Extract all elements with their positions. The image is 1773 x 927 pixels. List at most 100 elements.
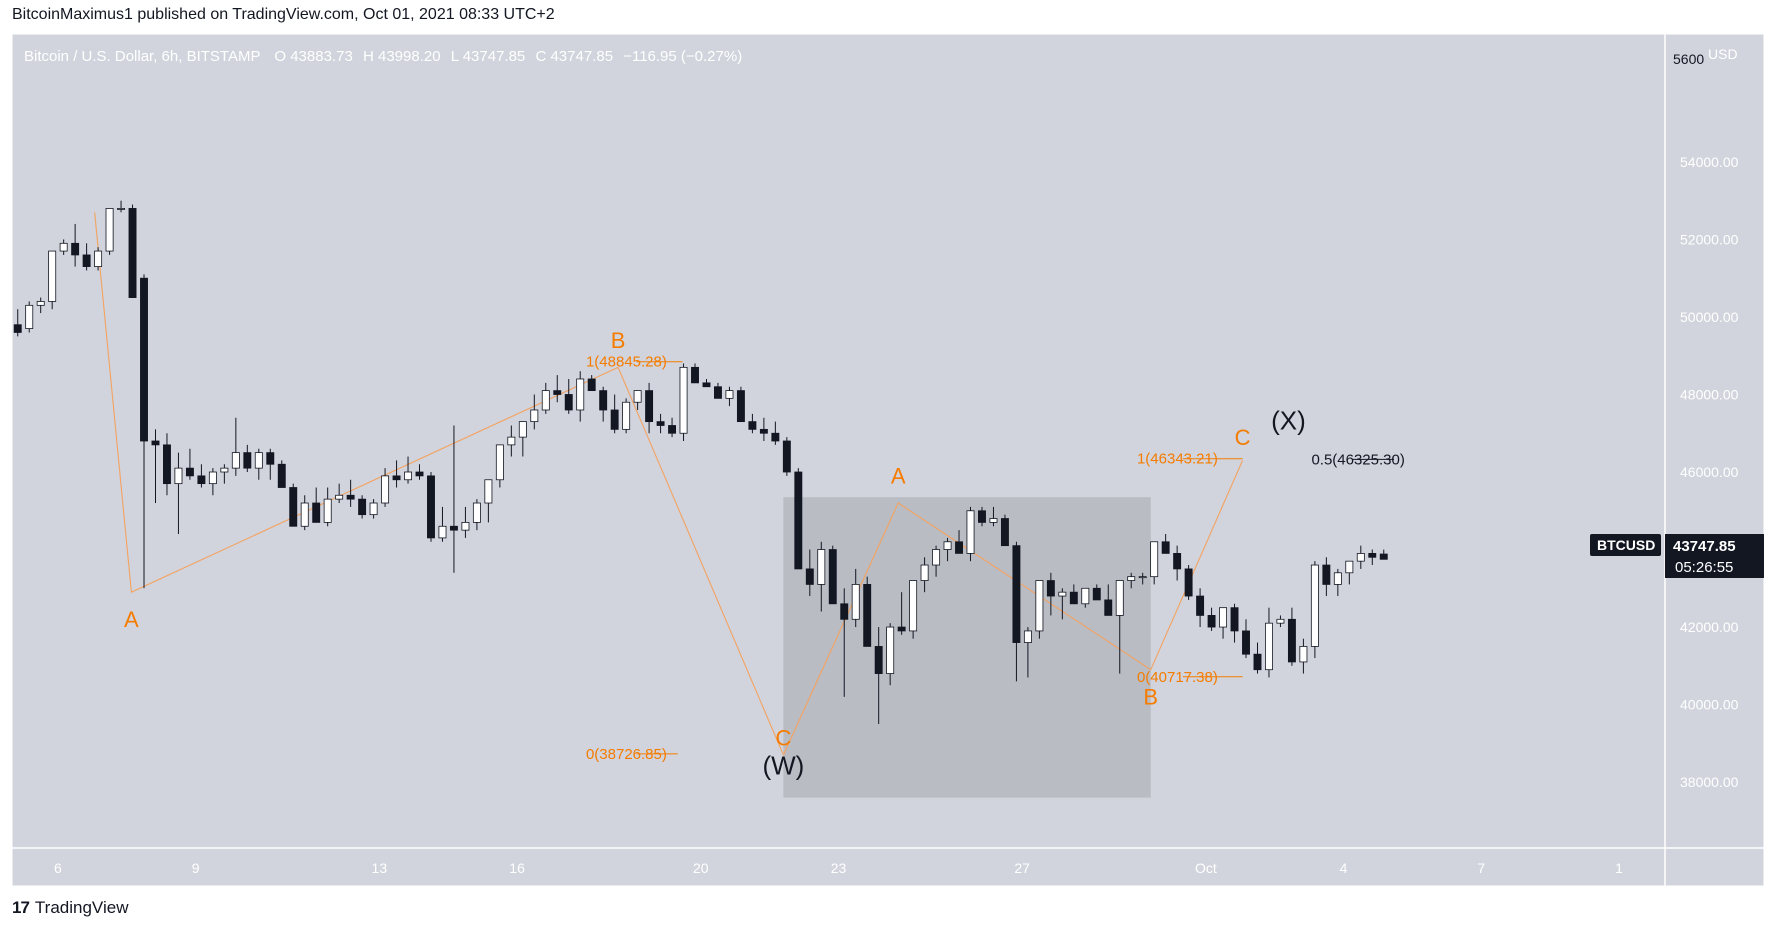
candle-body[interactable] (1035, 580, 1044, 632)
candle-body[interactable] (1115, 580, 1124, 616)
candle-body[interactable] (863, 584, 872, 647)
candle-body[interactable] (13, 324, 22, 333)
candle-body[interactable] (840, 603, 849, 620)
candle-body[interactable] (346, 494, 355, 500)
candle-body[interactable] (1276, 618, 1285, 624)
candle-body[interactable] (82, 254, 91, 267)
candle-body[interactable] (94, 250, 103, 267)
candle-body[interactable] (415, 471, 424, 477)
candle-body[interactable] (48, 250, 57, 302)
candle-body[interactable] (185, 467, 194, 477)
candle-body[interactable] (553, 390, 562, 395)
candle-body[interactable] (404, 471, 412, 481)
candle-body[interactable] (1299, 646, 1308, 663)
candle-body[interactable] (656, 421, 665, 426)
candle-body[interactable] (587, 378, 596, 392)
candle-body[interactable] (220, 467, 229, 473)
candle-body[interactable] (163, 444, 171, 485)
candle-body[interactable] (495, 444, 504, 481)
candle-body[interactable] (151, 440, 160, 446)
candle-body[interactable] (805, 568, 814, 585)
candle-body[interactable] (1287, 618, 1296, 663)
candle-body[interactable] (1081, 587, 1090, 605)
candle-body[interactable] (518, 421, 527, 438)
candle-body[interactable] (1356, 553, 1365, 562)
candle-body[interactable] (794, 471, 803, 570)
candle-body[interactable] (817, 549, 826, 585)
candle-body[interactable] (679, 366, 688, 434)
candle-body[interactable] (140, 277, 148, 442)
candle-body[interactable] (576, 378, 585, 411)
candle-body[interactable] (989, 518, 998, 523)
candle-body[interactable] (955, 541, 963, 554)
candle-body[interactable] (289, 487, 298, 527)
candle-body[interactable] (851, 584, 860, 620)
candle-body[interactable] (1023, 630, 1032, 643)
candle-body[interactable] (1230, 607, 1239, 632)
candle-body[interactable] (208, 471, 217, 485)
candle-body[interactable] (897, 626, 906, 632)
candle-body[interactable] (1196, 595, 1205, 616)
candle-body[interactable] (105, 208, 114, 252)
candle-body[interactable] (1046, 580, 1055, 597)
candle-body[interactable] (874, 646, 883, 674)
candle-body[interactable] (943, 541, 952, 550)
candle-body[interactable] (1345, 560, 1354, 574)
candle-body[interactable] (254, 452, 263, 469)
candle-body[interactable] (736, 390, 745, 423)
candle-body[interactable] (759, 428, 768, 434)
candle-body[interactable] (1092, 587, 1101, 601)
candle-body[interactable] (1333, 572, 1342, 585)
candle-body[interactable] (323, 498, 332, 523)
candle-body[interactable] (71, 242, 80, 256)
candle-body[interactable] (668, 425, 677, 434)
candle-body[interactable] (771, 432, 780, 442)
candle-body[interactable] (1322, 564, 1331, 585)
candle-body[interactable] (599, 390, 608, 411)
candle-body[interactable] (128, 208, 137, 298)
candle-body[interactable] (427, 475, 435, 539)
candle-body[interactable] (828, 549, 837, 605)
candle-body[interactable] (1127, 576, 1136, 581)
candle-body[interactable] (1368, 553, 1377, 558)
candle-body[interactable] (392, 475, 401, 481)
candle-body[interactable] (1379, 553, 1388, 560)
candle-body[interactable] (36, 301, 45, 306)
candle-body[interactable] (622, 401, 631, 430)
candle-body[interactable] (1138, 576, 1147, 579)
candle-body[interactable] (300, 502, 309, 527)
candle-body[interactable] (312, 502, 321, 523)
candle-body[interactable] (1012, 545, 1021, 643)
candle-body[interactable] (1069, 591, 1078, 605)
candle-body[interactable] (484, 479, 493, 504)
candle-body[interactable] (277, 463, 286, 488)
candle-body[interactable] (932, 549, 941, 566)
candle-body[interactable] (369, 502, 378, 516)
candle-body[interactable] (1253, 653, 1262, 671)
candle-body[interactable] (725, 390, 734, 399)
candle-body[interactable] (1242, 630, 1250, 655)
candle-body[interactable] (174, 467, 183, 485)
candle-body[interactable] (1265, 622, 1273, 671)
currency-label[interactable]: USD (1708, 46, 1738, 62)
candle-body[interactable] (1104, 599, 1113, 616)
candle-body[interactable] (633, 390, 642, 403)
candle-body[interactable] (702, 382, 711, 388)
candle-body[interactable] (691, 366, 699, 384)
candle-body[interactable] (449, 525, 458, 531)
candle-body[interactable] (461, 522, 470, 531)
candle-body[interactable] (231, 452, 240, 469)
candle-body[interactable] (564, 394, 573, 411)
candle-body[interactable] (978, 510, 986, 523)
tradingview-footer[interactable]: 17 TradingView (12, 898, 128, 918)
candle-body[interactable] (507, 436, 516, 446)
candle-body[interactable] (59, 242, 68, 252)
candle-body[interactable] (381, 475, 390, 504)
candle-body[interactable] (1173, 553, 1182, 570)
candle-body[interactable] (25, 304, 34, 329)
candle-body[interactable] (748, 421, 757, 430)
candle-body[interactable] (243, 452, 252, 469)
candle-body[interactable] (541, 390, 550, 411)
candle-body[interactable] (1184, 568, 1193, 597)
